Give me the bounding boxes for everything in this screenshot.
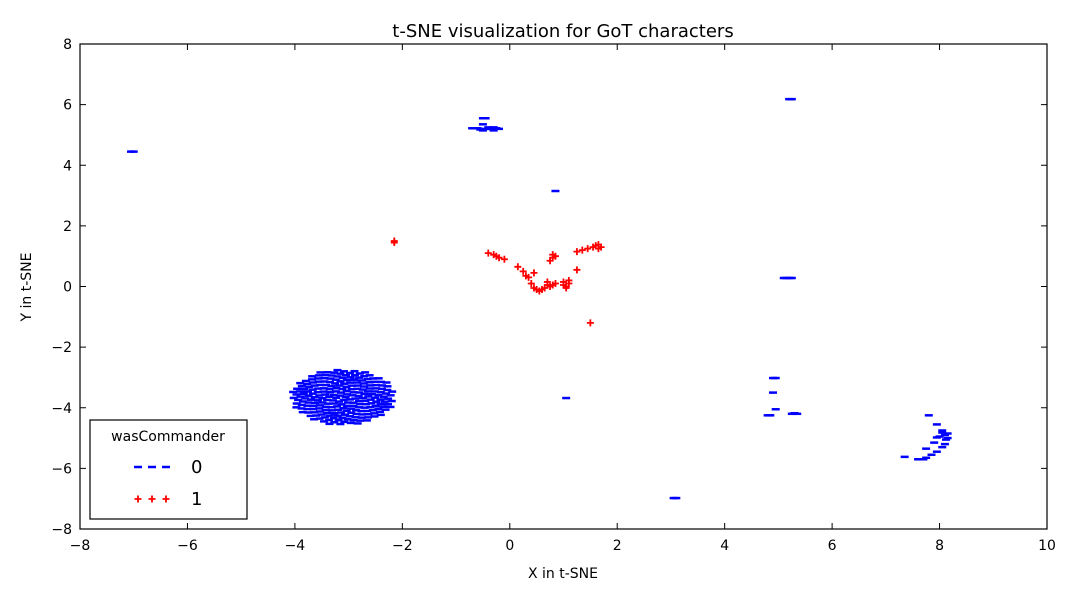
legend-title: wasCommander (111, 429, 225, 445)
y-tick-label: 8 (63, 37, 72, 53)
data-point (584, 245, 592, 253)
y-tick-label: −8 (51, 522, 72, 538)
y-tick-label: 0 (63, 280, 72, 296)
data-point (514, 263, 522, 271)
plot-area (127, 97, 952, 500)
legend-label-0: 0 (191, 457, 202, 478)
data-point (390, 239, 398, 247)
y-tick-label: −6 (51, 461, 72, 477)
legend: wasCommander 0 1 (89, 419, 248, 520)
y-tick-label: 4 (63, 158, 72, 174)
x-tick-label: 6 (828, 538, 837, 554)
y-tick-label: −2 (51, 340, 72, 356)
data-point (586, 319, 594, 327)
data-point (551, 279, 559, 287)
data-point (594, 241, 602, 249)
x-tick-label: 4 (720, 538, 729, 554)
legend-marker-glyph (162, 495, 170, 503)
data-point (527, 279, 535, 287)
x-axis-label: X in t-SNE (528, 566, 598, 582)
x-axis-ticks: −8 −6 −4 −2 0 2 4 6 8 10 (70, 44, 1056, 554)
data-point (573, 248, 581, 256)
legend-marker-glyph (134, 495, 142, 503)
data-point (573, 266, 581, 274)
data-point (484, 249, 492, 257)
legend-marker-glyph (148, 495, 156, 503)
x-tick-label: 0 (505, 538, 514, 554)
y-axis-label: Y in t-SNE (19, 253, 35, 323)
data-point (519, 267, 527, 275)
y-axis-ticks: −8 −6 −4 −2 0 2 4 6 8 (51, 37, 1047, 538)
data-point (525, 273, 533, 281)
data-point (495, 254, 503, 262)
legend-label-1: 1 (191, 489, 202, 510)
data-point (578, 246, 586, 254)
data-point (565, 276, 573, 284)
x-tick-label: 10 (1038, 538, 1056, 554)
series-1 (390, 237, 605, 327)
x-tick-label: −6 (177, 538, 198, 554)
x-tick-label: −2 (392, 538, 413, 554)
data-point (562, 284, 570, 292)
x-tick-label: 2 (613, 538, 622, 554)
x-tick-label: 8 (935, 538, 944, 554)
series-0 (127, 97, 952, 500)
y-tick-label: 2 (63, 219, 72, 235)
data-point (530, 269, 538, 277)
x-tick-label: −8 (70, 538, 91, 554)
data-point (543, 278, 551, 286)
data-point (560, 278, 567, 286)
legend-box (89, 419, 248, 520)
x-tick-label: −4 (285, 538, 306, 554)
chart-title: t-SNE visualization for GoT characters (392, 21, 733, 42)
y-tick-label: −4 (51, 401, 72, 417)
data-point (549, 251, 557, 259)
data-point (500, 255, 508, 263)
y-tick-label: 6 (63, 98, 72, 114)
legend-marker-1 (134, 495, 170, 503)
